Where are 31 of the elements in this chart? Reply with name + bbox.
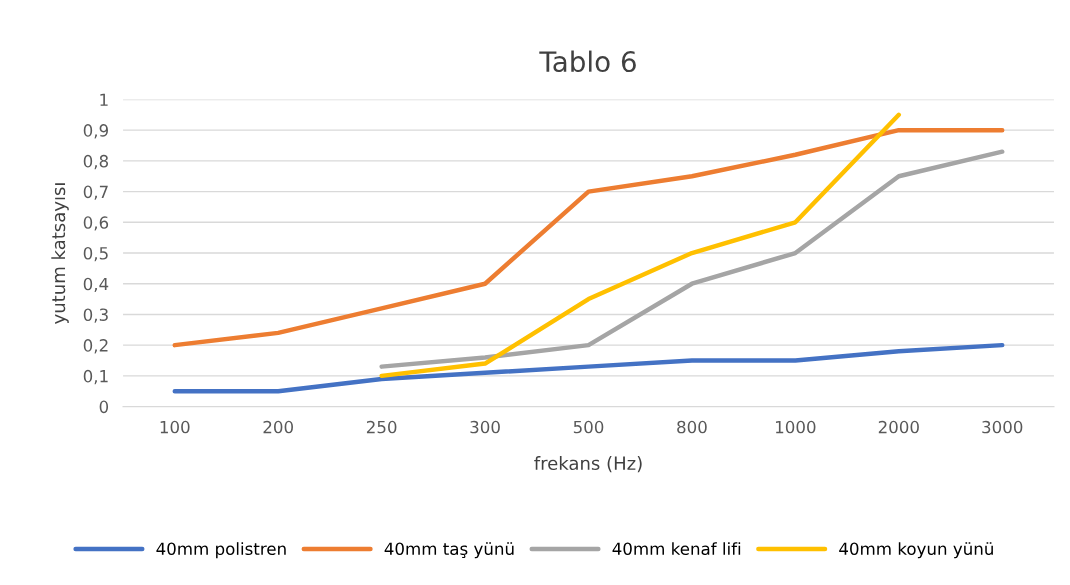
line-series (172, 127, 1005, 348)
x-tick-label: 800 (677, 420, 707, 434)
y-axis-title: yutum katsayısı (51, 183, 69, 324)
x-tick-label: 3000 (982, 420, 1023, 434)
y-tick-label: 0,8 (83, 154, 109, 170)
x-axis-title: frekans (Hz) (534, 456, 642, 473)
y-tick-label: 0,7 (83, 185, 108, 200)
y-tick-label: 0,1 (83, 369, 108, 385)
y-tick-label: 0 (99, 400, 109, 414)
y-tick-label: 0,9 (83, 124, 108, 139)
line-series (172, 342, 1005, 394)
line-series (379, 112, 902, 379)
x-tick-label: 500 (573, 420, 604, 434)
line-series (379, 149, 1005, 369)
y-tick-label: 0,3 (83, 308, 108, 323)
chart-title: Tablo 6 (539, 50, 636, 73)
x-tick-label: 1000 (775, 420, 816, 434)
legend-label: 40mm polistren (156, 542, 286, 559)
legend-label: 40mm koyun yünü (839, 542, 993, 559)
x-tick-label: 100 (160, 420, 190, 434)
legend-label: 40mm taş yünü (384, 542, 514, 559)
x-tick-label: 300 (470, 420, 500, 434)
y-tick-label: 0,5 (83, 246, 108, 262)
y-tick-label: 0,6 (83, 216, 109, 231)
legend-label: 40mm kenaf lifi (612, 542, 741, 556)
y-tick-label: 1 (100, 93, 108, 106)
y-tick-label: 0,4 (83, 277, 109, 292)
x-tick-label: 200 (263, 420, 293, 434)
y-tick-label: 0,2 (83, 339, 108, 354)
x-tick-label: 250 (366, 420, 397, 434)
x-tick-label: 2000 (878, 420, 919, 434)
